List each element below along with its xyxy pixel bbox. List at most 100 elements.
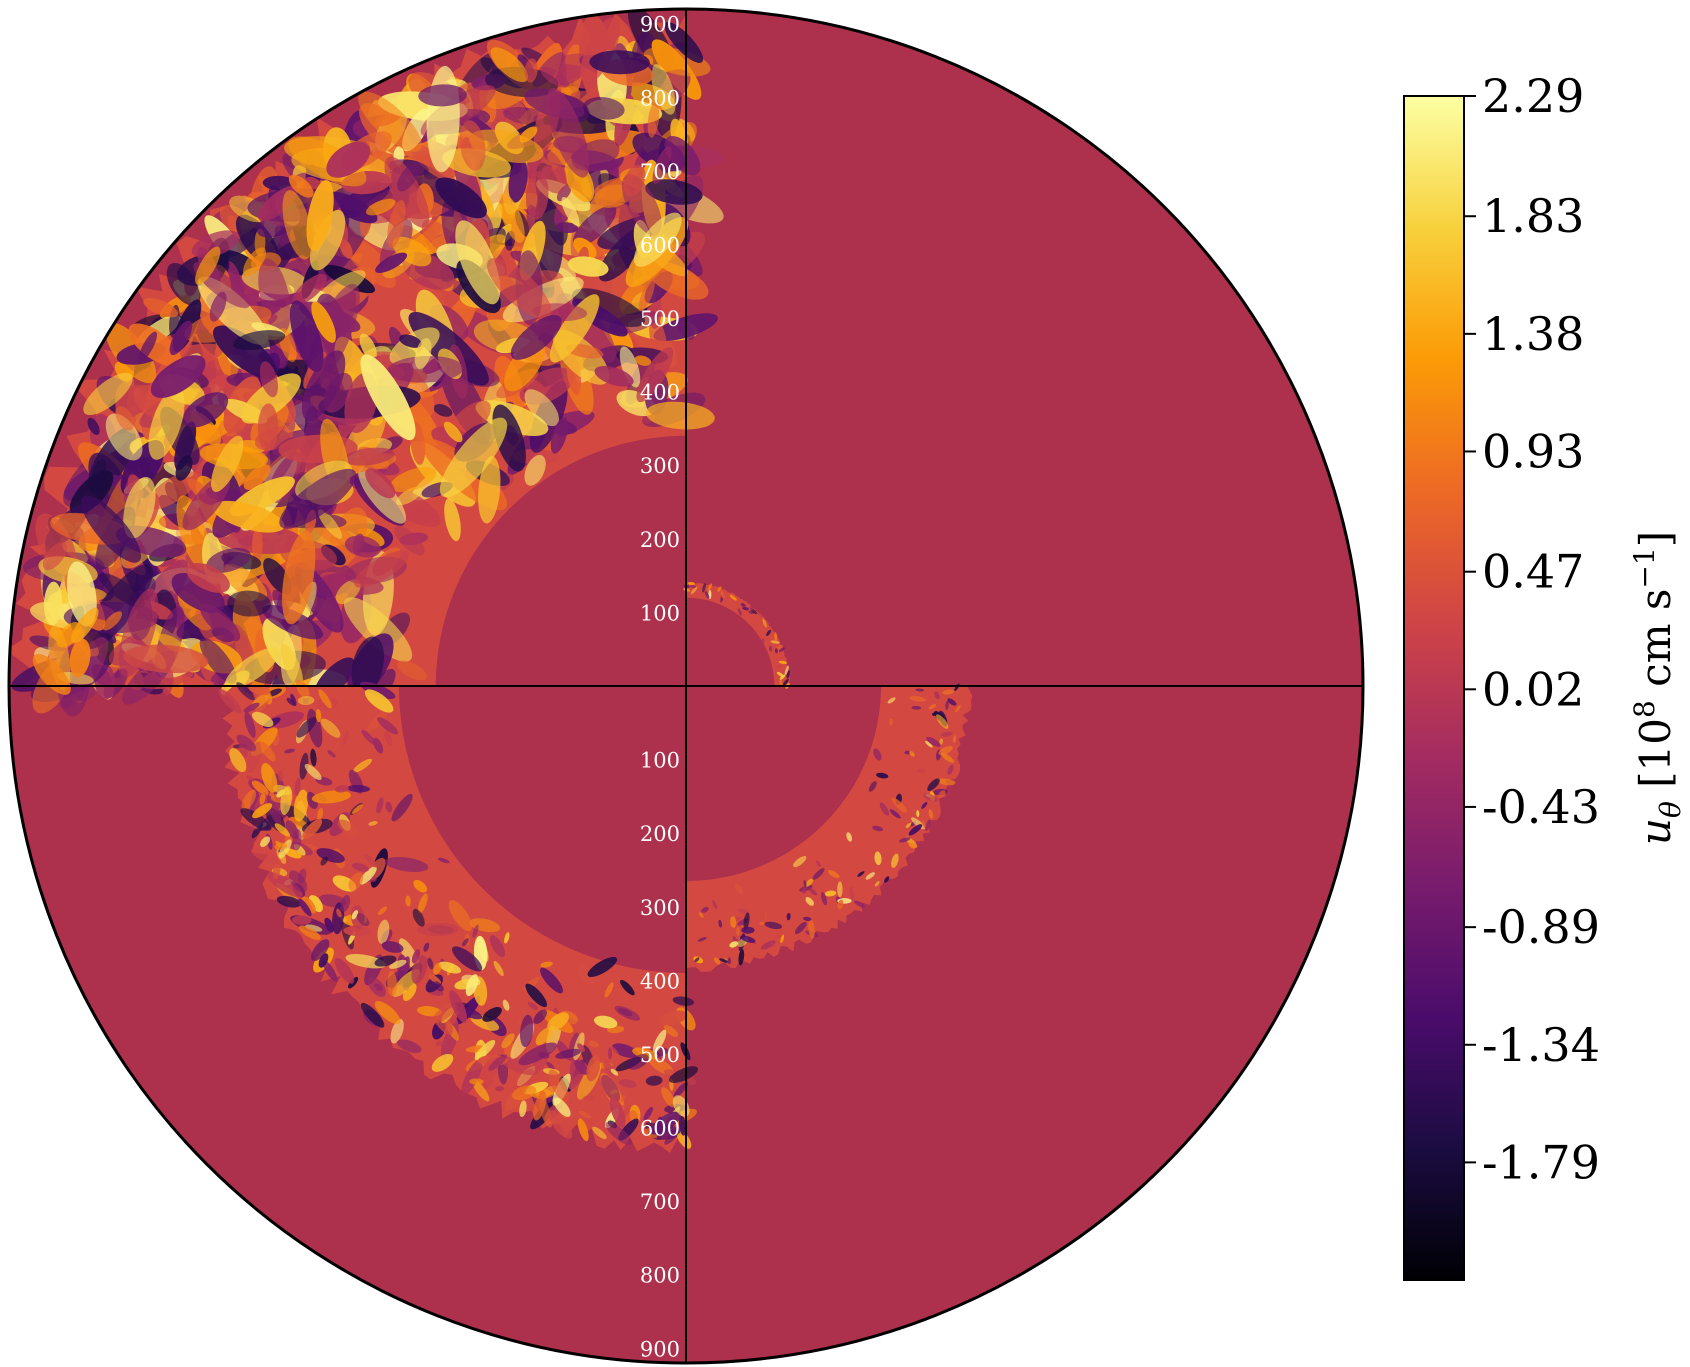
turbulence-cell (533, 1009, 548, 1024)
turbulence-cell (636, 347, 674, 403)
turbulence-cell (793, 856, 807, 868)
radial-tick-lower: 300 (640, 896, 680, 920)
turbulence-cell (348, 872, 364, 891)
turbulence-cell (272, 860, 281, 880)
turbulence-cell (326, 141, 371, 178)
turbulence-cell (390, 1019, 404, 1044)
turbulence-cell (361, 729, 376, 745)
turbulence-cell (927, 778, 940, 791)
turbulence-cell (324, 917, 334, 933)
turbulence-cell (279, 468, 357, 529)
turbulence-cell (645, 1075, 663, 1086)
turbulence-cell (633, 212, 682, 267)
turbulence-cell (921, 801, 928, 809)
turbulence-cell (387, 355, 464, 383)
turbulence-cell (455, 220, 501, 305)
turbulence-cell (433, 962, 442, 975)
turbulence-cell (854, 900, 866, 908)
turbulence-cell (548, 1069, 570, 1102)
turbulence-cell (246, 775, 255, 782)
radial-tick-upper: 300 (640, 454, 680, 478)
turbulence-cell (730, 916, 737, 928)
turbulence-cell (874, 851, 882, 866)
turbulence-cell (899, 837, 911, 843)
turbulence-cell (252, 803, 273, 819)
turbulence-cell (282, 190, 313, 260)
turbulence-cell (812, 868, 825, 880)
turbulence-cell (766, 629, 772, 637)
turbulence-cell (527, 1001, 539, 1011)
turbulence-cell (704, 590, 710, 599)
turbulence-cell (938, 745, 953, 756)
turbulence-cell (376, 797, 384, 814)
turbulence-cell (444, 498, 461, 542)
turbulence-cell (99, 573, 145, 608)
turbulence-cell (601, 1074, 620, 1103)
radial-tick-lower: 700 (640, 1190, 680, 1214)
turbulence-cell (259, 741, 276, 762)
turbulence-cell (707, 583, 713, 591)
turbulence-cell (849, 886, 855, 902)
turbulence-cell (808, 887, 818, 896)
colorbar-tick-label: -1.34 (1482, 1018, 1600, 1072)
radial-tick-lower: 900 (640, 1337, 680, 1361)
turbulence-cell (568, 1073, 583, 1090)
turbulence-cell (365, 468, 396, 499)
turbulence-cell (664, 135, 701, 176)
shell-bottom-right (686, 683, 973, 972)
turbulence-cell (138, 331, 158, 362)
turbulence-cell (729, 941, 739, 948)
colorbar-tick-label: 2.29 (1482, 69, 1584, 123)
turbulence-cell (876, 772, 889, 779)
colorbar-tick-label: 1.38 (1482, 307, 1584, 361)
turbulence-cell (634, 355, 652, 366)
turbulence-cell (589, 50, 650, 75)
turbulence-cell (663, 1025, 679, 1037)
turbulence-cell (472, 1079, 490, 1102)
turbulence-cell (774, 632, 778, 641)
turbulence-cell (702, 583, 706, 593)
turbulence-cell (603, 1060, 615, 1077)
turbulence-cell (915, 688, 924, 692)
turbulence-cell (359, 866, 377, 885)
turbulence-cell (540, 67, 569, 88)
turbulence-cell (743, 912, 750, 931)
turbulence-cell (717, 586, 722, 592)
turbulence-cell (891, 797, 907, 813)
turbulence-cell (764, 921, 783, 930)
turbulence-cell (769, 645, 773, 652)
turbulence-cell (837, 899, 844, 910)
turbulence-cell (774, 648, 778, 654)
turbulence-cell (290, 693, 297, 706)
turbulence-cell (171, 572, 225, 613)
turbulence-cell (925, 819, 931, 832)
turbulence-cell (736, 926, 740, 936)
turbulence-cell (259, 361, 278, 398)
turbulence-cell (465, 974, 479, 996)
turbulence-cell (461, 938, 469, 947)
turbulence-cell (884, 876, 890, 883)
turbulence-cell (418, 84, 467, 107)
turbulence-cell (605, 1122, 632, 1145)
turbulence-cell (423, 942, 430, 952)
turbulence-cell (387, 971, 397, 997)
turbulence-cell (510, 314, 562, 360)
turbulence-cell (250, 848, 282, 865)
turbulence-cell (274, 842, 288, 850)
turbulence-cell (889, 718, 893, 726)
turbulence-cell (292, 828, 302, 851)
turbulence-cell (955, 704, 961, 713)
turbulence-cell (620, 979, 635, 996)
radial-tick-upper: 900 (640, 13, 680, 37)
colorbar-tick-label: -1.79 (1482, 1135, 1600, 1189)
turbulence-cell (391, 793, 413, 822)
turbulence-cell (241, 373, 301, 424)
turbulence-cell (411, 955, 428, 984)
turbulence-cell (66, 561, 97, 627)
turbulence-cell (687, 581, 696, 586)
turbulence-cell (448, 899, 473, 932)
turbulence-cell (661, 1087, 676, 1108)
turbulence-cell (735, 883, 743, 894)
turbulence-cell (429, 974, 437, 983)
turbulence-cell (533, 1091, 547, 1121)
